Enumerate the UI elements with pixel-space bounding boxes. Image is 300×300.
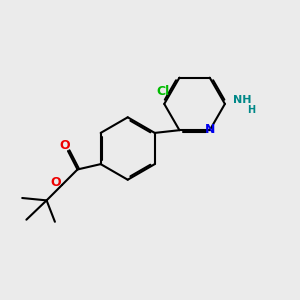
Text: O: O — [50, 176, 61, 189]
Text: Cl: Cl — [156, 85, 170, 98]
Text: O: O — [59, 139, 70, 152]
Text: H: H — [247, 106, 255, 116]
Text: N: N — [205, 123, 215, 136]
Text: NH: NH — [233, 95, 251, 105]
